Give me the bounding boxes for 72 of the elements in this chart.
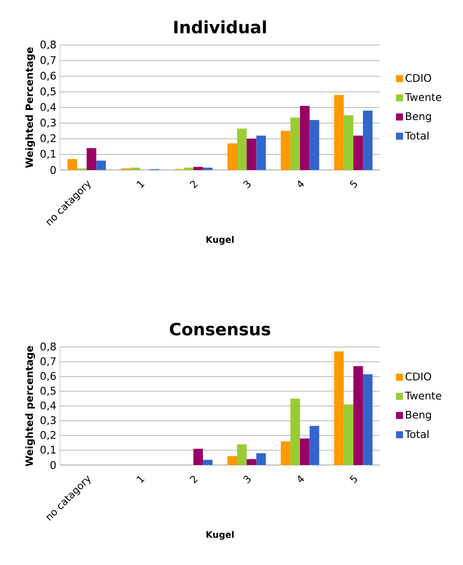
x-axis-title: Kugel [206, 530, 234, 540]
y-tick-label: 0,1 [40, 150, 56, 159]
y-tick-label: 0,7 [40, 56, 56, 66]
bar [280, 130, 290, 170]
legend-label: CDIO [406, 74, 432, 82]
x-tick-label: 2 [190, 180, 198, 188]
y-tick-label: 0 [50, 461, 56, 469]
bar [246, 138, 256, 170]
bar [334, 94, 344, 170]
bar [362, 110, 373, 170]
legend-label: Total [404, 132, 428, 140]
bar [353, 366, 363, 465]
bar [300, 106, 310, 170]
bar [193, 166, 203, 170]
x-tick-label: 2 [190, 476, 198, 484]
y-tick-label: 0,5 [40, 87, 56, 96]
y-tick-label: 0,7 [40, 357, 56, 366]
legend-label: Beng [406, 410, 431, 421]
y-axis-title: Weighted percentage [25, 346, 36, 466]
bar [227, 143, 238, 170]
bar [256, 136, 266, 170]
x-tick-label: 1 [136, 476, 144, 483]
bar [96, 160, 106, 170]
y-tick-label: 0,6 [40, 72, 56, 81]
legend-label: Beng [406, 112, 431, 122]
y-axis-title: Weighted Percentage [25, 47, 36, 168]
legend-label: Total [404, 430, 428, 438]
chart-title: Individual [174, 20, 266, 34]
bar [237, 128, 247, 170]
y-tick-label: 0,4 [40, 402, 56, 410]
y-tick-label: 0,6 [40, 372, 56, 381]
bar [280, 441, 290, 465]
y-tick-label: 0,3 [40, 118, 56, 128]
y-tick-label: 0,5 [40, 386, 56, 396]
bar [290, 398, 300, 465]
bar [362, 374, 373, 465]
bar [193, 448, 203, 465]
y-tick-label: 0,8 [40, 342, 56, 352]
y-tick-label: 0,4 [40, 103, 56, 112]
x-tick-label: 3 [243, 180, 251, 188]
y-tick-label: 0 [50, 166, 56, 174]
y-tick-label: 0,8 [40, 40, 56, 50]
bar [67, 159, 78, 170]
bar [202, 460, 213, 465]
x-tick-label: 3 [243, 476, 251, 484]
bar [310, 120, 320, 170]
bar [334, 351, 344, 465]
x-axis-title: Kugel [206, 236, 234, 245]
bar [310, 426, 320, 465]
bar [290, 118, 300, 170]
bar [256, 453, 266, 465]
x-tick-label: 5 [350, 180, 357, 188]
bar [246, 459, 256, 465]
y-tick-label: 0,2 [40, 431, 56, 440]
y-tick-label: 0,1 [40, 446, 56, 455]
legend-label: CDIO [406, 372, 432, 380]
bar [86, 148, 96, 170]
x-tick-label: 4 [298, 475, 304, 482]
bar [227, 456, 238, 465]
chart-title: Consensus [170, 322, 270, 336]
x-tick-label: 1 [136, 181, 144, 188]
y-tick-label: 0,3 [40, 416, 56, 426]
bar [344, 115, 354, 170]
bar [344, 404, 354, 465]
bar [353, 136, 363, 170]
legend-label: Twente [404, 93, 442, 102]
x-tick-label: 4 [298, 180, 304, 188]
y-tick-label: 0,2 [40, 134, 56, 144]
x-tick-label: 5 [350, 475, 357, 484]
legend-label: Twente [404, 392, 442, 400]
bar [237, 444, 247, 465]
bar [300, 438, 310, 465]
